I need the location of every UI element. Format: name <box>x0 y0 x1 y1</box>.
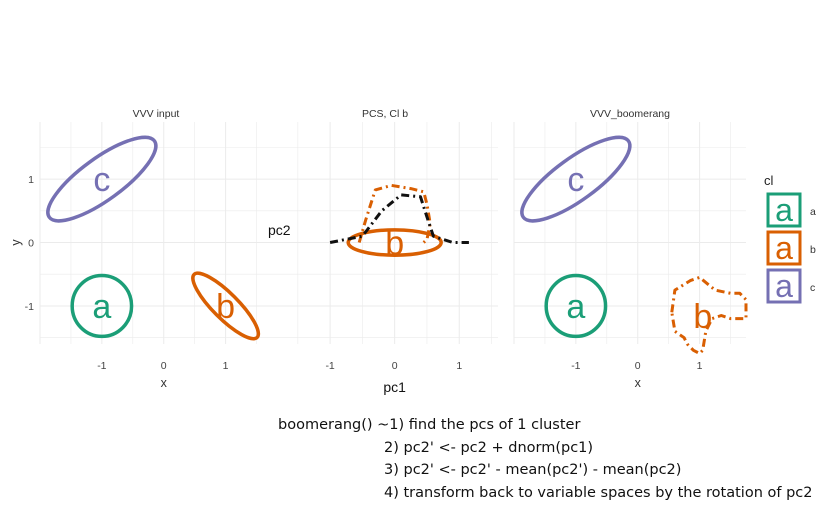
series-path-2 <box>329 193 469 244</box>
y-axis-label: pc2 <box>268 222 291 238</box>
x-axis-label: pc1 <box>383 379 406 395</box>
legend-key-box <box>766 268 802 304</box>
series-path-1 <box>670 275 748 355</box>
x-tick-label: 1 <box>223 360 229 372</box>
cluster-a-label: a <box>566 288 585 326</box>
x-tick-label: 1 <box>456 360 462 372</box>
chart-figure: VVV input -1 0 1 -1 0 1 x y a b c PCS, Cl b -1 0 1 pc1 pc… <box>9 108 816 395</box>
legend: cla aa ba c <box>764 173 816 304</box>
cluster-b-ellipse <box>191 271 261 341</box>
x-tick-label: -1 <box>325 360 334 372</box>
note-line-1: boomerang() ~1) find the pcs of 1 cluste… <box>278 417 581 433</box>
cluster-c-ellipse <box>46 135 158 223</box>
legend-key-glyph: a <box>775 192 793 228</box>
x-tick-label: 0 <box>635 360 641 372</box>
panel-title: VVV input <box>133 108 180 120</box>
note-line-3: 3) pc2' <- pc2' - mean(pc2') - mean(pc2) <box>384 462 682 478</box>
x-tick-label: 0 <box>161 360 167 372</box>
y-tick-label: 1 <box>28 174 34 186</box>
series-b-label: b <box>693 298 712 336</box>
panel-title: PCS, Cl b <box>362 108 408 120</box>
cluster-c-label: c <box>93 161 110 199</box>
legend-title: cl <box>764 173 774 188</box>
series-path-1 <box>357 183 432 244</box>
panel-2: PCS, Cl b -1 0 1 pc1 pc2 b <box>268 108 498 395</box>
cluster-a-label: a <box>92 288 111 326</box>
y-tick-label: 0 <box>28 238 34 250</box>
boomerang-notes: boomerang() ~1) find the pcs of 1 cluste… <box>278 414 812 504</box>
legend-key-glyph: a <box>775 230 793 266</box>
x-tick-label: -1 <box>571 360 580 372</box>
legend-key-glyph: a <box>775 268 793 304</box>
cluster-b-label: b <box>385 225 404 263</box>
x-axis-label: x <box>635 376 642 390</box>
legend-item-label: a <box>810 206 816 218</box>
x-tick-label: 1 <box>697 360 703 372</box>
note-line-2: 2) pc2' <- pc2 + dnorm(pc1) <box>384 439 594 456</box>
legend-item-label: b <box>810 244 816 256</box>
cluster-c-ellipse <box>520 135 632 223</box>
panel-3: VVV_boomerang -1 0 1 x a c b <box>513 108 748 390</box>
cluster-b-label: b <box>216 288 235 326</box>
panel-title: VVV_boomerang <box>590 108 670 120</box>
legend-item-label: c <box>810 282 815 294</box>
legend-key-box <box>766 230 802 266</box>
x-tick-label: -1 <box>97 360 106 372</box>
legend-key-box <box>766 192 802 228</box>
cluster-a-ellipse <box>70 273 134 339</box>
cluster-a-ellipse <box>544 273 608 339</box>
panel-1: VVV input -1 0 1 -1 0 1 x y a b c <box>9 108 272 390</box>
x-tick-label: 0 <box>392 360 398 372</box>
y-axis-label: y <box>9 239 23 246</box>
cluster-b-ellipse <box>346 228 443 257</box>
cluster-c-label: c <box>567 161 584 199</box>
note-line-4: 4) transform back to variable spaces by … <box>384 484 813 501</box>
x-axis-label: x <box>161 376 168 390</box>
y-tick-label: -1 <box>25 301 34 313</box>
